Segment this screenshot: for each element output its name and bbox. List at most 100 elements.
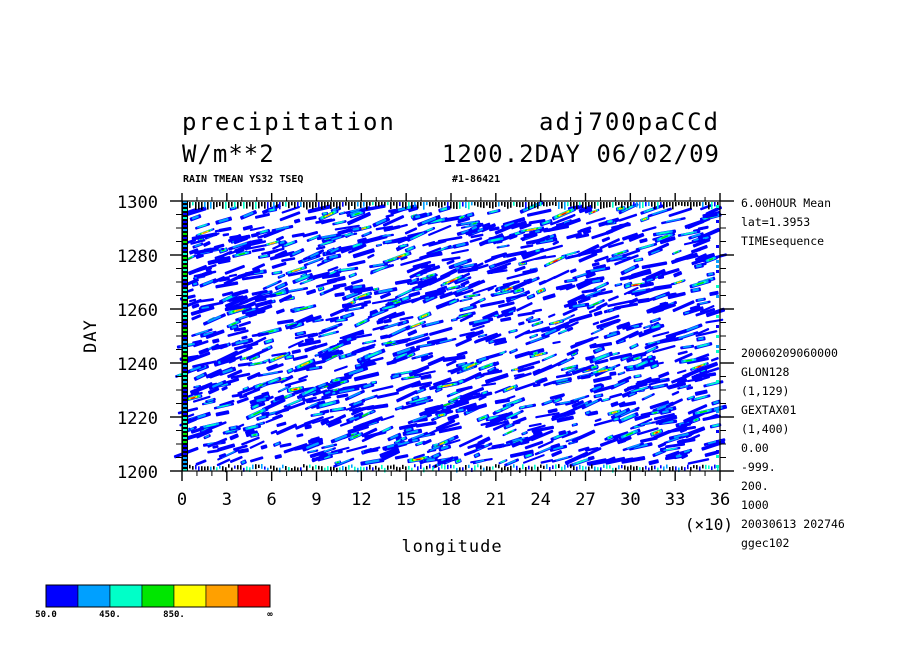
edge-mark <box>183 265 187 267</box>
heatmap-streak <box>283 397 306 408</box>
heatmap-cell <box>631 344 636 348</box>
edge-mark <box>183 401 187 403</box>
edge-mark <box>357 202 359 207</box>
heatmap-cell <box>285 242 293 246</box>
heatmap-cell <box>653 384 665 389</box>
edge-mark <box>546 464 548 470</box>
edge-mark <box>444 465 446 470</box>
heatmap-cell <box>193 391 203 396</box>
edge-mark <box>450 464 452 469</box>
edge-mark <box>183 277 187 279</box>
heatmap-streak <box>351 346 366 355</box>
edge-mark <box>183 289 187 291</box>
heatmap-streak <box>330 432 352 444</box>
edge-mark <box>612 467 614 473</box>
edge-mark <box>408 202 410 209</box>
side-info-line: -999. <box>741 460 776 474</box>
heatmap-streak <box>567 293 586 305</box>
y-tick-label: 1240 <box>117 355 158 375</box>
heatmap-cell <box>250 456 264 463</box>
edge-mark <box>234 465 236 469</box>
heatmap-streak <box>614 254 639 266</box>
heatmap-cell <box>330 247 339 253</box>
heatmap-cell <box>713 400 719 405</box>
heatmap-cell <box>388 311 406 320</box>
side-info-line: 0.00 <box>741 441 769 455</box>
edge-mark <box>537 202 539 209</box>
heatmap-streak <box>680 344 695 350</box>
edge-mark <box>201 202 203 210</box>
edge-mark <box>621 465 623 469</box>
heatmap-cell <box>350 273 355 277</box>
edge-mark <box>306 465 308 471</box>
heatmap-streak <box>609 352 632 361</box>
heatmap-streak <box>616 406 640 419</box>
heatmap-streak <box>496 244 510 249</box>
heatmap-cell <box>488 226 500 232</box>
heatmap-cell <box>552 340 561 345</box>
edge-mark <box>666 464 668 469</box>
heatmap-streak <box>323 286 341 294</box>
heatmap-cell <box>542 293 556 301</box>
colorbar-label: 50.0 <box>35 610 57 620</box>
heatmap-cell <box>535 322 540 325</box>
heatmap-cell <box>458 362 466 366</box>
heatmap-streak <box>221 386 228 391</box>
heatmap-streak <box>359 416 384 428</box>
heatmap-streak <box>475 332 499 344</box>
edge-mark <box>702 464 704 469</box>
edge-mark <box>716 430 719 433</box>
edge-mark <box>636 202 638 208</box>
heatmap-streak <box>596 302 608 310</box>
heatmap-cell <box>328 414 347 425</box>
edge-mark <box>183 269 187 271</box>
heatmap-cell <box>308 396 332 404</box>
edge-mark <box>471 202 473 206</box>
colorbar-swatch <box>237 584 271 608</box>
heatmap-streak <box>379 446 400 458</box>
heatmap-streak <box>239 293 263 306</box>
heatmap-cell <box>696 396 706 400</box>
edge-mark <box>716 455 719 458</box>
heatmap-cell <box>446 259 455 265</box>
heatmap-streak <box>609 371 617 376</box>
edge-mark <box>603 464 605 468</box>
edge-mark <box>669 202 671 207</box>
heatmap-cell <box>363 232 370 236</box>
heatmap-cell <box>632 351 647 359</box>
edge-mark <box>327 202 329 206</box>
edge-mark <box>507 202 509 209</box>
edge-mark <box>183 437 187 439</box>
heatmap-streak <box>524 440 544 450</box>
heatmap-streak <box>551 450 563 457</box>
edge-mark <box>716 450 719 453</box>
heatmap-streak <box>306 288 317 296</box>
edge-mark <box>618 202 620 206</box>
heatmap-streak <box>370 380 378 385</box>
heatmap-cell <box>452 318 457 321</box>
heatmap-streak <box>329 406 347 413</box>
heatmap-streak <box>610 401 619 408</box>
edge-mark <box>716 410 719 413</box>
heatmap-cell <box>447 413 460 421</box>
heatmap-cell <box>633 443 648 449</box>
heatmap-streak <box>608 295 619 302</box>
edge-mark <box>183 349 187 351</box>
heatmap-streak <box>270 429 278 435</box>
side-info-line: GEXTAX01 <box>741 403 796 417</box>
edge-mark <box>213 466 215 470</box>
edge-mark <box>588 466 590 471</box>
heatmap-streak <box>541 399 555 406</box>
heatmap-cell <box>699 343 708 347</box>
heatmap-cell <box>184 298 202 308</box>
heatmap-cell <box>275 226 289 231</box>
heatmap-streak <box>494 397 510 405</box>
edge-mark <box>516 465 518 471</box>
edge-mark <box>183 405 187 407</box>
side-info-line: (1,129) <box>741 384 789 398</box>
heatmap-streak <box>310 400 326 409</box>
edge-mark <box>219 465 221 469</box>
edge-mark <box>435 464 437 468</box>
heatmap-streak <box>541 353 557 362</box>
heatmap-streak <box>697 328 710 335</box>
